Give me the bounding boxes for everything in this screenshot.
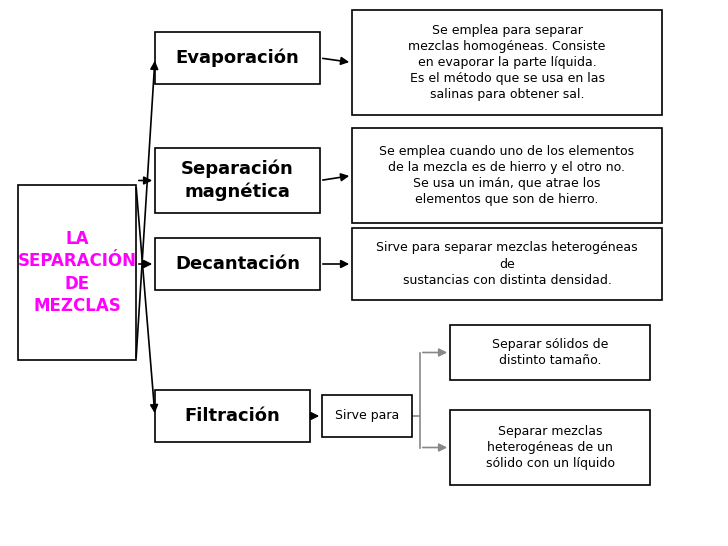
FancyBboxPatch shape (352, 228, 662, 300)
Text: Sirve para separar mezclas heterogéneas
de
sustancias con distinta densidad.: Sirve para separar mezclas heterogéneas … (376, 241, 638, 287)
FancyBboxPatch shape (352, 128, 662, 223)
Text: Decantación: Decantación (175, 255, 300, 273)
Text: Filtración: Filtración (185, 407, 280, 425)
Text: Separar mezclas
heterogéneas de un
sólido con un líquido: Separar mezclas heterogéneas de un sólid… (486, 425, 614, 470)
FancyBboxPatch shape (155, 238, 320, 290)
FancyBboxPatch shape (155, 148, 320, 213)
Text: Evaporación: Evaporación (175, 49, 299, 67)
Text: LA
SEPARACIÓN
DE
MEZCLAS: LA SEPARACIÓN DE MEZCLAS (17, 230, 137, 315)
FancyBboxPatch shape (155, 390, 310, 442)
Text: Se emplea para separar
mezclas homogéneas. Consiste
en evaporar la parte líquida: Se emplea para separar mezclas homogénea… (408, 24, 606, 101)
Text: Se emplea cuando uno de los elementos
de la mezcla es de hierro y el otro no.
Se: Se emplea cuando uno de los elementos de… (379, 145, 635, 206)
FancyBboxPatch shape (322, 395, 412, 437)
Text: Separación
magnética: Separación magnética (181, 160, 294, 201)
FancyBboxPatch shape (18, 185, 136, 360)
Text: Sirve para: Sirve para (335, 410, 399, 423)
FancyBboxPatch shape (352, 10, 662, 115)
FancyBboxPatch shape (450, 410, 650, 485)
FancyBboxPatch shape (155, 32, 320, 84)
FancyBboxPatch shape (450, 325, 650, 380)
Text: Separar sólidos de
distinto tamaño.: Separar sólidos de distinto tamaño. (492, 338, 608, 367)
